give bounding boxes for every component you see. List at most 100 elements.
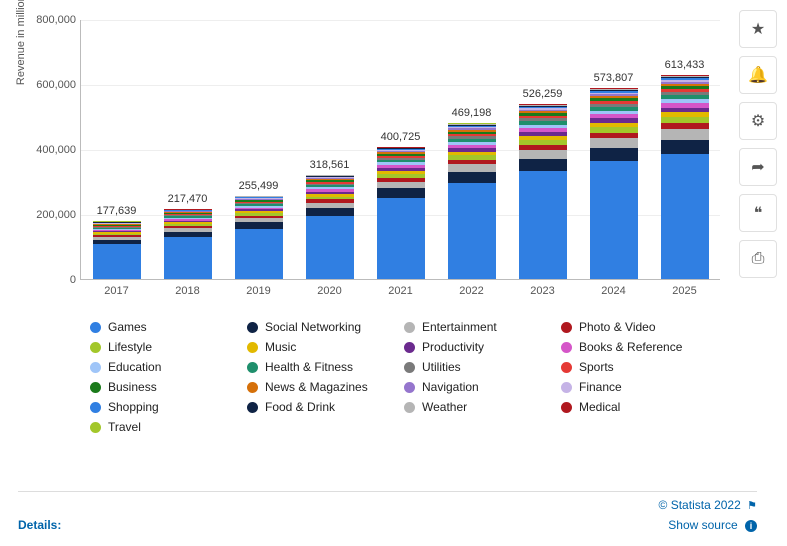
x-tick-label: 2021 — [388, 285, 412, 297]
print-button[interactable]: ⎙ — [739, 240, 777, 278]
legend-swatch — [90, 322, 101, 333]
legend-swatch — [561, 382, 572, 393]
x-tick-label: 2023 — [530, 285, 554, 297]
legend-label: Utilities — [422, 360, 461, 374]
legend-item[interactable]: News & Magazines — [247, 380, 396, 394]
legend-label: Shopping — [108, 400, 159, 414]
legend-item[interactable]: Games — [90, 320, 239, 334]
y-tick-label: 200,000 — [26, 209, 76, 221]
x-tick-label: 2022 — [459, 285, 483, 297]
gear-icon: ⚙ — [751, 111, 765, 131]
bar-segment — [448, 164, 496, 172]
legend-label: Education — [108, 360, 161, 374]
legend-item[interactable]: Entertainment — [404, 320, 553, 334]
legend-label: Music — [265, 340, 296, 354]
chart-container: Revenue in million U.S. dollars 0200,000… — [20, 10, 720, 310]
legend-item[interactable]: Music — [247, 340, 396, 354]
bar-total-label: 177,639 — [97, 205, 137, 217]
legend-label: Navigation — [422, 380, 479, 394]
y-tick-label: 800,000 — [26, 14, 76, 26]
legend-item[interactable]: Books & Reference — [561, 340, 710, 354]
y-tick-label: 600,000 — [26, 79, 76, 91]
bar-total-label: 573,807 — [594, 72, 634, 84]
legend-item[interactable]: Medical — [561, 400, 710, 414]
flag-icon: ⚑ — [747, 500, 757, 512]
bar-segment — [306, 216, 354, 279]
legend-item[interactable]: Lifestyle — [90, 340, 239, 354]
plot-area: 0200,000400,000600,000800,000177,6392017… — [80, 20, 720, 280]
right-toolbar: ★ 🔔 ⚙ ➦ ❝ ⎙ — [739, 10, 777, 278]
cite-button[interactable]: ❝ — [739, 194, 777, 232]
x-tick-label: 2024 — [601, 285, 625, 297]
share-button[interactable]: ➦ — [739, 148, 777, 186]
bar-group[interactable]: 177,6392017 — [93, 221, 141, 279]
bar-total-label: 400,725 — [381, 131, 421, 143]
bar-total-label: 526,259 — [523, 88, 563, 100]
bar-segment — [306, 208, 354, 216]
legend-item[interactable]: Travel — [90, 420, 239, 434]
notify-button[interactable]: 🔔 — [739, 56, 777, 94]
legend-label: Food & Drink — [265, 400, 335, 414]
bar-total-label: 318,561 — [310, 159, 350, 171]
bar-group[interactable]: 526,2592023 — [519, 104, 567, 279]
bar-segment — [519, 150, 567, 159]
bell-icon: 🔔 — [748, 65, 768, 85]
x-tick-label: 2020 — [317, 285, 341, 297]
bar-group[interactable]: 217,4702018 — [164, 209, 212, 279]
legend-swatch — [404, 362, 415, 373]
legend-label: Travel — [108, 420, 141, 434]
legend-swatch — [247, 342, 258, 353]
legend-label: Photo & Video — [579, 320, 656, 334]
legend-swatch — [247, 382, 258, 393]
legend-label: Games — [108, 320, 147, 334]
legend-item[interactable]: Photo & Video — [561, 320, 710, 334]
bar-segment — [93, 244, 141, 279]
legend-label: Finance — [579, 380, 622, 394]
legend-swatch — [561, 362, 572, 373]
footer-separator — [18, 491, 757, 492]
legend-item[interactable]: Weather — [404, 400, 553, 414]
bar-group[interactable]: 469,1982022 — [448, 123, 496, 279]
show-source-link[interactable]: Show source — [668, 518, 737, 532]
share-icon: ➦ — [751, 157, 764, 177]
legend-item[interactable]: Navigation — [404, 380, 553, 394]
legend-item[interactable]: Shopping — [90, 400, 239, 414]
legend-item[interactable]: Finance — [561, 380, 710, 394]
legend-swatch — [90, 362, 101, 373]
legend-item[interactable]: Utilities — [404, 360, 553, 374]
legend-item[interactable]: Health & Fitness — [247, 360, 396, 374]
bar-segment — [590, 148, 638, 161]
bar-group[interactable]: 573,8072024 — [590, 88, 638, 279]
legend-label: Books & Reference — [579, 340, 682, 354]
copyright-text[interactable]: © Statista 2022 — [659, 498, 741, 512]
legend-swatch — [404, 402, 415, 413]
bar-group[interactable]: 400,7252021 — [377, 147, 425, 279]
bar-segment — [448, 183, 496, 279]
legend-item[interactable]: Food & Drink — [247, 400, 396, 414]
legend-label: Productivity — [422, 340, 484, 354]
bar-group[interactable]: 613,4332025 — [661, 75, 709, 279]
legend-swatch — [90, 422, 101, 433]
legend-swatch — [561, 402, 572, 413]
legend-item[interactable]: Sports — [561, 360, 710, 374]
legend-swatch — [561, 322, 572, 333]
bar-segment — [661, 129, 709, 140]
y-tick-label: 400,000 — [26, 144, 76, 156]
legend-swatch — [404, 322, 415, 333]
bar-group[interactable]: 255,4992019 — [235, 196, 283, 279]
favorite-button[interactable]: ★ — [739, 10, 777, 48]
bar-group[interactable]: 318,5612020 — [306, 175, 354, 279]
details-label[interactable]: Details: — [18, 518, 61, 532]
legend-swatch — [90, 382, 101, 393]
legend-swatch — [247, 362, 258, 373]
x-tick-label: 2017 — [104, 285, 128, 297]
legend-item[interactable]: Social Networking — [247, 320, 396, 334]
legend-swatch — [247, 322, 258, 333]
info-icon[interactable]: i — [745, 520, 757, 532]
settings-button[interactable]: ⚙ — [739, 102, 777, 140]
legend-item[interactable]: Productivity — [404, 340, 553, 354]
bar-segment — [661, 154, 709, 279]
legend-item[interactable]: Education — [90, 360, 239, 374]
bar-segment — [164, 237, 212, 279]
legend-item[interactable]: Business — [90, 380, 239, 394]
